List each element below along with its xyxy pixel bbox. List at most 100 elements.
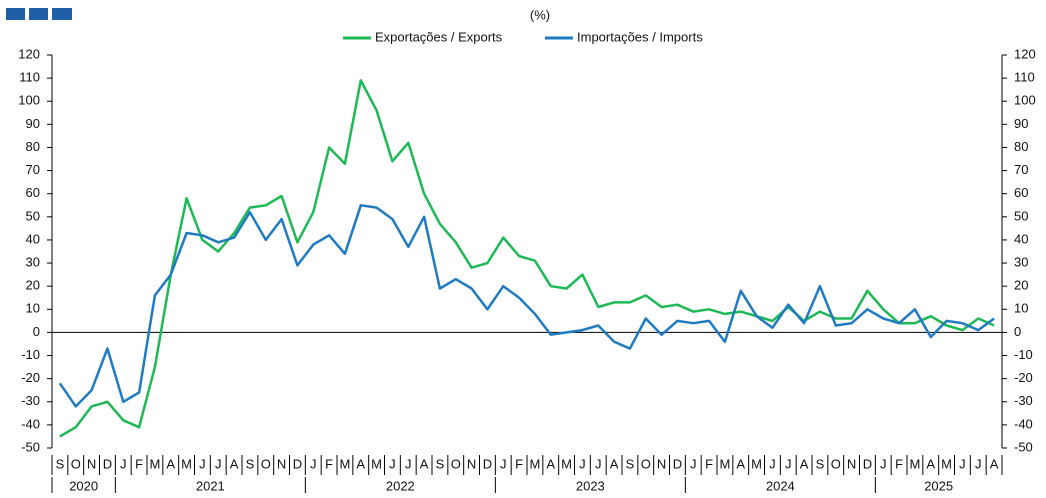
x-tick-label: A	[420, 456, 429, 471]
y2-tick-label: 90	[1014, 116, 1028, 131]
legend-label: Importações / Imports	[577, 29, 703, 44]
series-line	[59, 79, 995, 438]
x-tick-label: S	[246, 456, 255, 471]
x-tick-label: A	[230, 456, 239, 471]
x-tick-label: F	[895, 456, 903, 471]
logo-block	[6, 8, 25, 20]
x-tick-label: M	[339, 456, 350, 471]
x-tick-label: F	[515, 456, 523, 471]
y-tick-label: 90	[26, 116, 40, 131]
x-tick-label: F	[705, 456, 713, 471]
y-tick-label: 0	[33, 324, 40, 339]
x-tick-label: J	[199, 456, 206, 471]
y-tick-label: 120	[18, 46, 40, 61]
logo-block	[52, 8, 72, 20]
y-tick-label: 30	[26, 254, 40, 269]
y2-tick-label: 0	[1014, 324, 1021, 339]
x-tick-label: N	[657, 456, 666, 471]
y-tick-label: -10	[21, 347, 40, 362]
x-tick-label: O	[71, 456, 81, 471]
x-tick-label: A	[610, 456, 619, 471]
x-tick-label: M	[941, 456, 952, 471]
x-tick-label: A	[990, 456, 999, 471]
x-tick-label: M	[751, 456, 762, 471]
x-tick-label: J	[215, 456, 222, 471]
y2-tick-label: -20	[1014, 370, 1033, 385]
x-tick-label: J	[310, 456, 317, 471]
y-tick-label: 110	[19, 70, 40, 85]
x-tick-label: D	[293, 456, 302, 471]
y2-tick-label: -40	[1014, 416, 1033, 431]
x-tick-label: J	[769, 456, 776, 471]
y-tick-label: 10	[26, 301, 40, 316]
x-tick-label: O	[831, 456, 841, 471]
x-tick-label: M	[719, 456, 730, 471]
x-tick-label: O	[641, 456, 651, 471]
y-tick-label: -50	[21, 439, 40, 454]
x-tick-label: A	[546, 456, 555, 471]
y2-tick-label: 110	[1014, 70, 1035, 85]
x-tick-label: F	[135, 456, 143, 471]
y2-tick-label: 40	[1014, 231, 1028, 246]
y-tick-label: 20	[26, 278, 40, 293]
y-tick-label: -30	[21, 393, 40, 408]
x-tick-label: J	[975, 456, 982, 471]
x-tick-label: J	[579, 456, 586, 471]
y2-tick-label: 120	[1014, 46, 1036, 61]
y-tick-label: 50	[26, 208, 40, 223]
x-tick-label: D	[103, 456, 112, 471]
x-tick-label: N	[87, 456, 96, 471]
x-tick-label: M	[149, 456, 160, 471]
y2-tick-label: 20	[1014, 278, 1028, 293]
x-tick-label: N	[847, 456, 856, 471]
x-tick-label: A	[926, 456, 935, 471]
x-tick-label: S	[436, 456, 445, 471]
y2-tick-label: -50	[1014, 439, 1033, 454]
year-label: 2025	[924, 478, 953, 493]
y2-tick-label: 80	[1014, 139, 1028, 154]
x-tick-label: A	[736, 456, 745, 471]
x-tick-label: F	[325, 456, 333, 471]
legend-label: Exportações / Exports	[375, 29, 503, 44]
y2-tick-label: 70	[1014, 162, 1028, 177]
y2-tick-label: 10	[1014, 301, 1028, 316]
x-tick-label: J	[405, 456, 412, 471]
x-tick-label: D	[483, 456, 492, 471]
y-tick-label: 100	[18, 93, 40, 108]
x-tick-label: A	[356, 456, 365, 471]
x-tick-label: S	[626, 456, 635, 471]
y-tick-label: 70	[26, 162, 40, 177]
year-label: 2021	[196, 478, 225, 493]
y-tick-label: 40	[26, 231, 40, 246]
x-tick-label: M	[529, 456, 540, 471]
x-tick-label: M	[371, 456, 382, 471]
chart-title: (%)	[530, 7, 550, 22]
x-tick-label: A	[800, 456, 809, 471]
x-tick-label: S	[816, 456, 825, 471]
y2-tick-label: -10	[1014, 347, 1033, 362]
x-tick-label: J	[690, 456, 697, 471]
x-tick-label: D	[673, 456, 682, 471]
x-tick-label: M	[561, 456, 572, 471]
y2-tick-label: 100	[1014, 93, 1036, 108]
y2-tick-label: 30	[1014, 254, 1028, 269]
x-tick-label: J	[959, 456, 966, 471]
x-tick-label: J	[785, 456, 792, 471]
x-tick-label: J	[595, 456, 602, 471]
y2-tick-label: 60	[1014, 185, 1028, 200]
y2-tick-label: -30	[1014, 393, 1033, 408]
x-tick-label: S	[56, 456, 65, 471]
logo-block	[29, 8, 48, 20]
x-tick-label: J	[389, 456, 396, 471]
x-tick-label: J	[880, 456, 887, 471]
y-tick-label: 60	[26, 185, 40, 200]
series-line	[58, 204, 995, 408]
y2-tick-label: 50	[1014, 208, 1028, 223]
x-tick-label: J	[500, 456, 507, 471]
x-tick-label: M	[909, 456, 920, 471]
y-tick-label: -40	[21, 416, 40, 431]
x-tick-label: N	[277, 456, 286, 471]
x-tick-label: O	[451, 456, 461, 471]
year-label: 2024	[766, 478, 795, 493]
